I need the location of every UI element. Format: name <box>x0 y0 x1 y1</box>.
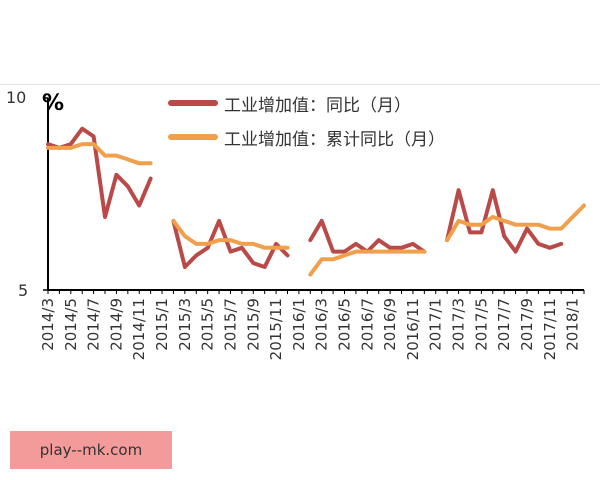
series-line <box>46 142 586 277</box>
y-tick-label: 10 <box>6 88 27 107</box>
y-unit-label: % <box>42 91 65 116</box>
x-tick-label: 2015/9 <box>244 298 262 351</box>
x-tick-label: 2014/5 <box>62 298 80 351</box>
x-tick-label: 2016/5 <box>336 298 354 351</box>
x-tick-label: 2014/3 <box>39 298 57 351</box>
x-tick-label: 2014/9 <box>107 298 125 351</box>
legend-entry: 工业增加值：累计同比（月） <box>168 123 445 151</box>
watermark-badge: play-‐mk.com <box>10 431 172 469</box>
x-tick-label: 2015/5 <box>199 298 217 351</box>
legend-swatch <box>168 100 218 106</box>
x-tick-label: 2016/3 <box>313 298 331 351</box>
x-tick-label: 2016/7 <box>358 298 376 351</box>
y-tick-label: 5 <box>18 281 29 300</box>
legend-entry: 工业增加值：同比（月） <box>168 89 445 117</box>
x-tick-label: 2015/3 <box>176 298 194 351</box>
x-tick-label: 2016/1 <box>290 298 308 351</box>
x-tick-label: 2015/7 <box>221 298 239 351</box>
x-tick-label: 2015/1 <box>153 298 171 351</box>
x-tick-label: 2014/11 <box>130 298 148 360</box>
x-tick-label: 2016/9 <box>381 298 399 351</box>
x-tick-label: 2016/11 <box>404 298 422 360</box>
legend-label: 工业增加值：同比（月） <box>224 95 411 116</box>
top-divider <box>0 84 600 85</box>
x-tick-label: 2014/7 <box>85 298 103 351</box>
x-tick-label: 2017/9 <box>518 298 536 351</box>
x-tick-label: 2017/1 <box>427 298 445 351</box>
legend-swatch <box>168 134 218 140</box>
x-tick-label: 2017/5 <box>472 298 490 351</box>
x-tick-label: 2017/3 <box>450 298 468 351</box>
x-tick-label: 2017/7 <box>495 298 513 351</box>
x-tick-label: 2017/11 <box>541 298 559 360</box>
x-tick-label: 2015/11 <box>267 298 285 360</box>
x-tick-label: 2018/1 <box>564 298 582 351</box>
series-line <box>46 126 564 269</box>
legend: 工业增加值：同比（月） 工业增加值：累计同比（月） <box>168 89 445 157</box>
watermark-text: play-‐mk.com <box>39 441 143 459</box>
legend-label: 工业增加值：累计同比（月） <box>224 129 445 150</box>
